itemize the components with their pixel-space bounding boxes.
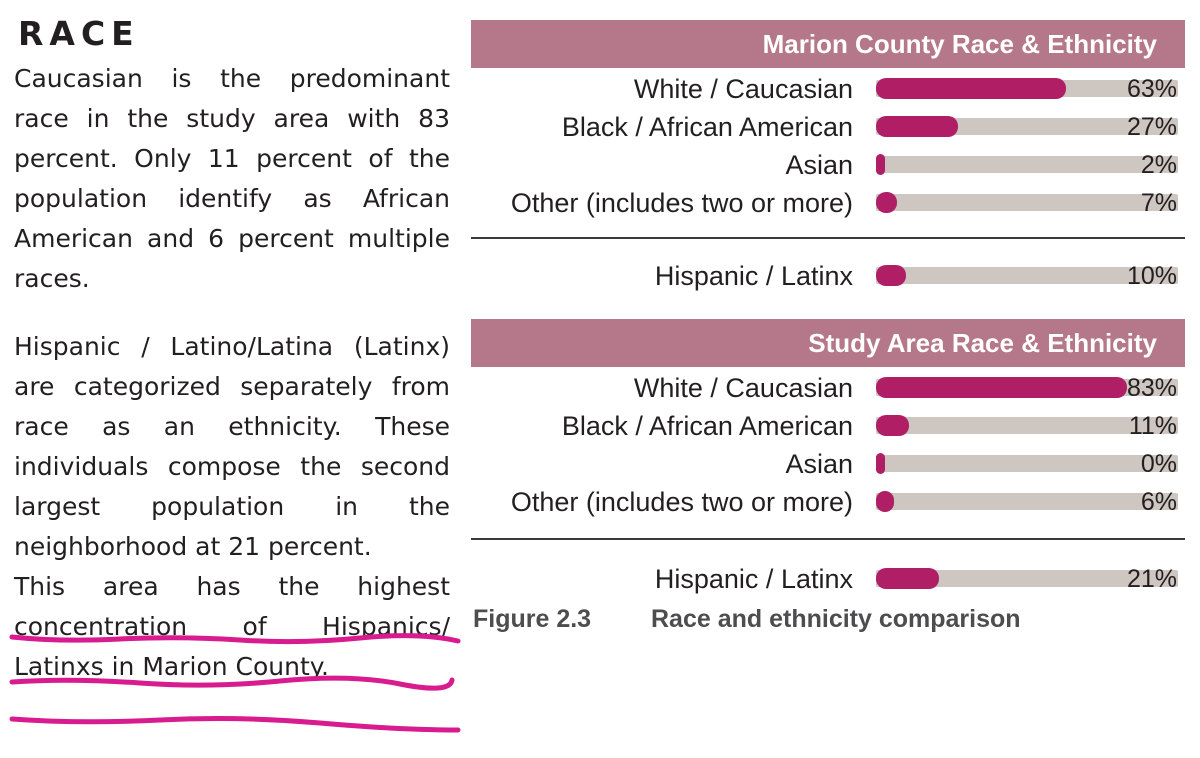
panel-title: Study Area Race & Ethnicity [808, 328, 1157, 358]
figure-caption-text: Race and ethnicity comparison [651, 605, 1021, 633]
section-divider [471, 538, 1185, 540]
bar-value-label: 2% [1140, 151, 1177, 179]
bar-fill [876, 116, 958, 137]
bar-row: Other (includes two or more) 6% [471, 483, 1185, 521]
bar-fill [876, 491, 895, 512]
bar-value-label: 11% [1128, 412, 1177, 440]
bar-fill [876, 377, 1127, 398]
bar-row: White / Caucasian 83% [471, 369, 1185, 407]
bar-track [876, 377, 1178, 398]
bar-track [876, 491, 1178, 512]
bar-row: Hispanic / Latinx 10% [471, 257, 1185, 295]
figure-number: Figure 2.3 [473, 605, 592, 633]
bar-label: Asian [785, 150, 853, 180]
bar-row: White / Caucasian 63% [471, 70, 1185, 108]
figure-caption: Figure 2.3 Race and ethnicity comparison [473, 604, 1021, 634]
race-text-column: RACE Caucasian is the predominant race i… [0, 0, 470, 758]
bar-track [876, 568, 1178, 589]
bar-value-label: 0% [1140, 450, 1177, 478]
bar-track [876, 78, 1178, 99]
bar-value-label: 7% [1140, 189, 1177, 217]
bar-track [876, 192, 1178, 213]
section-title: RACE [18, 14, 140, 53]
bar-track [876, 116, 1178, 137]
bar-label: Other (includes two or more) [510, 188, 853, 218]
bar-row: Black / African American 27% [471, 108, 1185, 146]
panel-title: Marion County Race & Ethnicity [762, 29, 1157, 59]
race-ethnicity-chart: Marion County Race & Ethnicity White / C… [471, 0, 1200, 758]
bar-label: Other (includes two or more) [510, 487, 853, 517]
race-paragraph: Caucasian is the predominant race in the… [14, 64, 450, 293]
bar-row: Other (includes two or more) 7% [471, 184, 1185, 222]
bar-label: Asian [785, 449, 853, 479]
bar-label: White / Caucasian [633, 74, 853, 104]
bar-value-label: 21% [1126, 565, 1177, 593]
ethnicity-paragraph: Hispanic / Latino/Latina (Latinx) are ca… [14, 327, 450, 687]
bar-fill [876, 568, 940, 589]
section-divider [471, 237, 1185, 239]
bar-label: Hispanic / Latinx [654, 564, 853, 594]
bar-value-label: 27% [1126, 113, 1177, 141]
bar-row: Black / African American 11% [471, 407, 1185, 445]
bar-track [876, 453, 1178, 474]
bar-fill [876, 265, 907, 286]
bar-track [876, 154, 1178, 175]
bar-track [876, 415, 1178, 436]
bar-value-label: 83% [1126, 374, 1177, 402]
bar-row: Hispanic / Latinx 21% [471, 560, 1185, 598]
panel-header: Study Area Race & Ethnicity [471, 319, 1185, 367]
bar-fill [876, 415, 910, 436]
bar-value-label: 63% [1126, 75, 1177, 103]
bar-value-label: 6% [1140, 488, 1177, 516]
highlighted-sentence: This area has the highest concentration … [14, 572, 450, 681]
bar-label: Hispanic / Latinx [654, 261, 853, 291]
bar-label: Black / African American [561, 112, 853, 142]
bar-fill [876, 78, 1067, 99]
panel-header: Marion County Race & Ethnicity [471, 20, 1185, 68]
bar-label: White / Caucasian [633, 373, 853, 403]
bar-fill [876, 192, 898, 213]
bar-fill [876, 154, 885, 175]
bar-label: Black / African American [561, 411, 853, 441]
bar-fill [876, 453, 885, 474]
underline-mark-3 [9, 716, 461, 733]
bar-row: Asian 0% [471, 445, 1185, 483]
bar-row: Asian 2% [471, 146, 1185, 184]
bar-track [876, 265, 1178, 286]
bar-value-label: 10% [1126, 262, 1177, 290]
ethnicity-paragraph-text: Hispanic / Latino/Latina (Latinx) are ca… [14, 332, 450, 561]
